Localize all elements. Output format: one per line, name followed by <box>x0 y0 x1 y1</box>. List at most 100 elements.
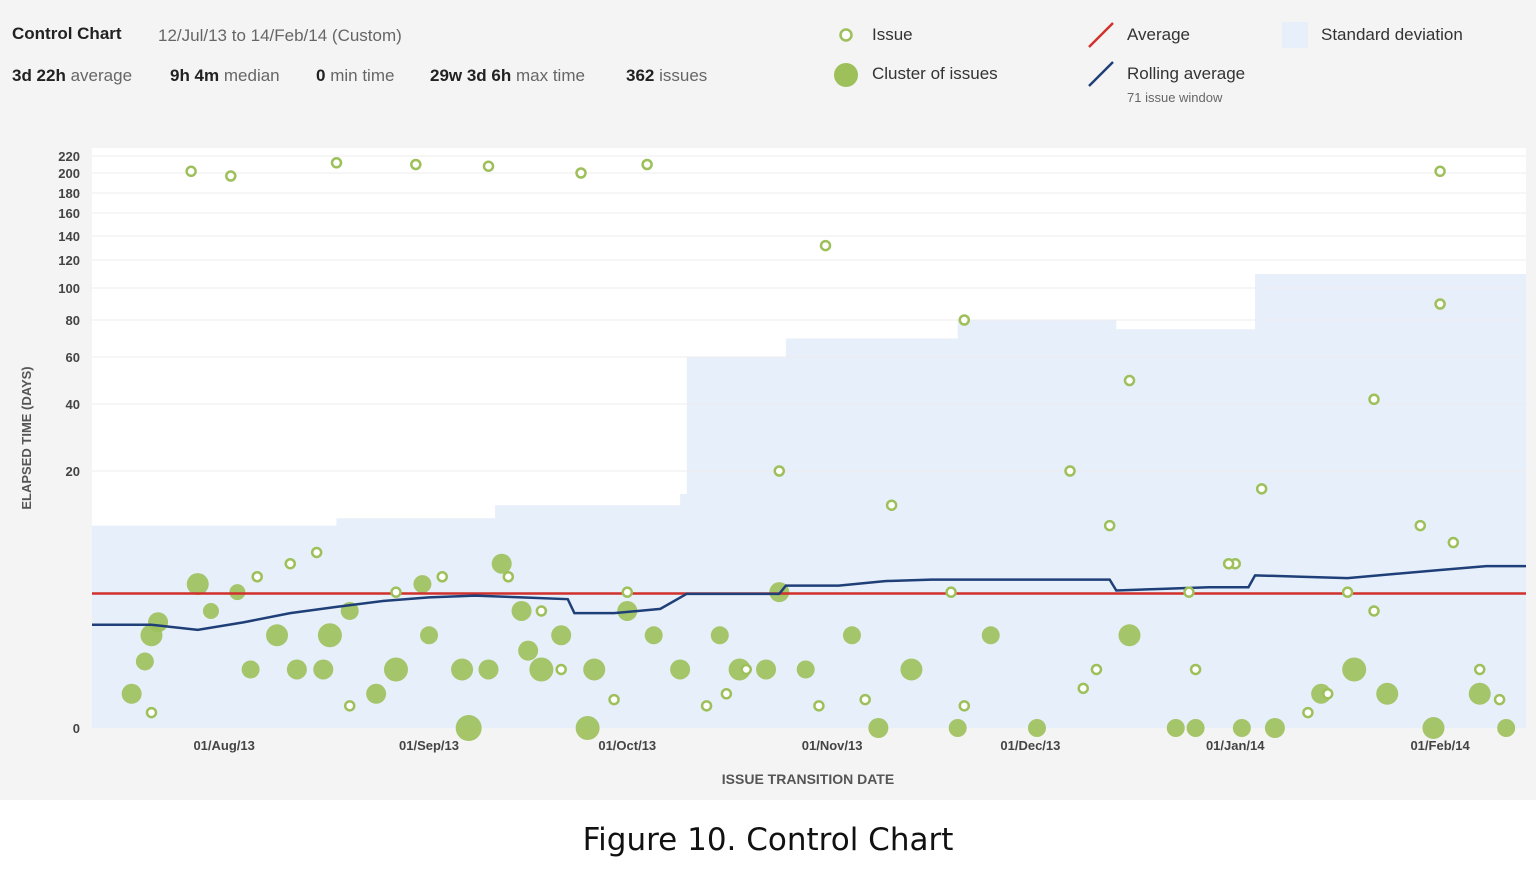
issue-point <box>575 167 587 179</box>
issue-point <box>1341 586 1354 598</box>
cluster-point <box>756 659 777 680</box>
issue-point <box>1189 663 1202 676</box>
cluster-point <box>1232 719 1251 737</box>
x-tick-label: 01/Nov/13 <box>802 738 863 753</box>
cluster-point <box>1468 682 1491 705</box>
legend-cluster-label[interactable]: Cluster of issues <box>872 64 998 83</box>
issue-point <box>1493 693 1506 706</box>
cluster-point <box>842 626 861 645</box>
x-tick-label: 01/Jan/14 <box>1206 738 1265 753</box>
cluster-point <box>868 718 889 738</box>
date-range[interactable]: 12/Jul/13 to 14/Feb/14 (Custom) <box>158 26 402 45</box>
figure-caption: Figure 10. Control Chart <box>582 822 954 858</box>
stat-average-label: average <box>70 66 133 85</box>
cluster-point <box>900 658 923 681</box>
legend-issue-label[interactable]: Issue <box>872 25 913 44</box>
legend-rolling-window: 71 issue window <box>1127 90 1223 105</box>
issue-point <box>1322 688 1334 700</box>
legend-icons <box>834 22 1114 87</box>
cluster-point <box>1166 719 1185 737</box>
average-legend-icon <box>1088 22 1114 48</box>
stat-max-value: 29w 3d 6h <box>430 66 512 85</box>
cluster-point <box>583 658 606 681</box>
stat-min-value: 0 <box>316 66 326 85</box>
issue-point <box>1368 393 1380 406</box>
stat-median: 9h 4m median <box>170 66 280 86</box>
stat-max: 29w 3d 6h max time <box>430 66 585 86</box>
cluster-point <box>413 575 432 594</box>
issue-point <box>410 158 422 171</box>
rolling-average-line <box>92 564 1526 632</box>
stat-issues-label: issues <box>659 66 708 85</box>
cluster-point <box>229 584 246 601</box>
issue-point <box>330 157 343 169</box>
y-tick-label: 220 <box>58 149 80 164</box>
y-tick-label: 40 <box>66 397 80 412</box>
issue-point <box>958 314 971 326</box>
stat-average-value: 3d 22h <box>12 66 66 85</box>
cluster-point <box>575 716 600 740</box>
issue-point <box>1302 706 1314 719</box>
issue-point <box>1183 586 1195 598</box>
cluster-point <box>1376 682 1399 705</box>
cluster-point <box>518 640 539 661</box>
issue-point <box>608 693 620 706</box>
legend-std-dev-label[interactable]: Standard deviation <box>1321 25 1463 44</box>
issue-point <box>1077 682 1089 695</box>
y-axis-title: ELAPSED TIME (DAYS) <box>19 366 34 509</box>
stat-median-label: median <box>223 66 280 85</box>
issue-point <box>502 571 515 583</box>
x-axis-title: ISSUE TRANSITION DATE <box>722 771 894 787</box>
cluster-point <box>366 683 387 704</box>
cluster-point <box>202 602 219 619</box>
legend-rolling-label[interactable]: Rolling average <box>1127 64 1246 83</box>
cluster-point <box>121 683 142 704</box>
stat-issues-value: 362 <box>626 66 655 85</box>
legend-average-label[interactable]: Average <box>1127 25 1191 44</box>
issue-point <box>773 465 786 477</box>
issue-point <box>859 693 871 706</box>
issue-point <box>945 586 957 598</box>
y-tick-label: 180 <box>58 186 80 201</box>
cluster-point <box>948 719 967 737</box>
issue-point <box>958 700 971 712</box>
issue-point <box>813 700 825 712</box>
std-dev-legend-icon <box>1282 22 1308 48</box>
chart-title: Control Chart <box>12 24 122 43</box>
issue-point <box>1434 165 1446 178</box>
x-tick-label: 01/Sep/13 <box>399 738 459 753</box>
issue-point <box>819 239 832 252</box>
cluster-point <box>1422 717 1445 739</box>
cluster-legend-icon <box>834 63 858 87</box>
issue-point <box>436 571 448 583</box>
issue-point <box>284 557 296 570</box>
cluster-point <box>186 573 209 596</box>
issue-point <box>1255 483 1268 495</box>
stat-min: 0 min time <box>316 66 394 86</box>
cluster-point <box>644 626 663 645</box>
issue-point <box>1123 374 1136 387</box>
cluster-point <box>529 657 554 682</box>
cluster-point <box>710 626 729 645</box>
issue-point <box>1447 536 1460 549</box>
stat-median-value: 9h 4m <box>170 66 220 85</box>
cluster-point <box>1027 719 1046 737</box>
issue-point <box>720 688 733 700</box>
cluster-point <box>511 600 532 621</box>
x-tick-label: 01/Aug/13 <box>193 738 254 753</box>
issue-point <box>1090 663 1103 676</box>
cluster-point <box>266 624 289 647</box>
control-chart[interactable]: 0 20 40 60 80 100 120 140 160 180 200 220 01/Aug/13 0… <box>0 0 1536 800</box>
issue-point <box>1103 519 1116 532</box>
x-tick-label: 01/Dec/13 <box>1000 738 1060 753</box>
cluster-point <box>1264 718 1285 738</box>
issue-point <box>1434 298 1446 310</box>
y-tick-label: 120 <box>58 253 80 268</box>
issue-point <box>555 663 567 676</box>
issue-point <box>535 605 548 617</box>
issue-point <box>740 663 752 676</box>
cluster-point <box>451 658 474 681</box>
cluster-point <box>1118 624 1141 647</box>
issue-point <box>621 586 634 598</box>
issue-point <box>1414 519 1427 532</box>
